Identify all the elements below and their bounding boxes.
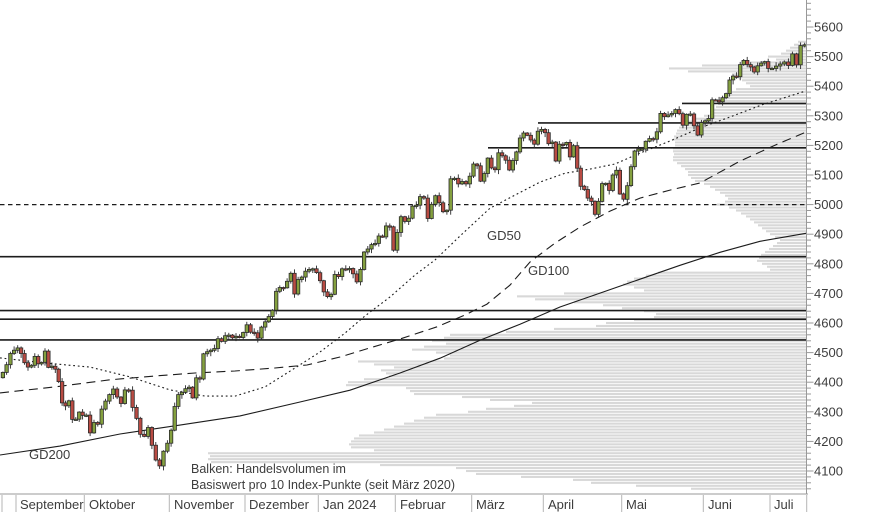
x-axis-label: Juni: [708, 497, 732, 512]
gd50-line-label: GD50: [487, 228, 521, 243]
y-axis-label: 4300: [814, 404, 843, 419]
volume-footnote: Balken: Handelsvolumen im Basiswert pro …: [191, 461, 455, 493]
ma-gd100-line: [0, 131, 807, 394]
x-axis-label: September: [20, 497, 84, 512]
gd200-line-label: GD200: [29, 447, 71, 462]
y-axis-label: 4500: [814, 345, 843, 360]
y-axis-label: 5600: [814, 20, 843, 35]
footnote-line-2: Basiswert pro 10 Index-Punkte (seit März…: [191, 478, 456, 492]
candles-layer: [0, 42, 807, 471]
y-axis-label: 5500: [814, 49, 843, 64]
x-axis-label: Jan 2024: [323, 497, 377, 512]
x-axis-label: April: [548, 497, 574, 512]
y-axis-label: 4100: [814, 464, 843, 479]
volume-profile-layer: [208, 40, 806, 490]
y-axis-label: 4800: [814, 256, 843, 271]
x-axis: September Oktober November Dezember Jan 2024…: [0, 493, 808, 512]
y-axis-label: 5400: [814, 79, 843, 94]
x-axis-label: Dezember: [249, 497, 310, 512]
y-axis-label: 4700: [814, 286, 843, 301]
ma-gd50-line: [0, 90, 807, 397]
y-axis-label: 4400: [814, 375, 843, 390]
y-axis: 5600 5500 5400 5300 5200 5100 5000 4900 4800 4700…: [806, 0, 843, 494]
x-axis-label: Februar: [400, 497, 446, 512]
x-axis-label: Oktober: [89, 497, 136, 512]
x-axis-label: November: [174, 497, 235, 512]
y-axis-label: 5200: [814, 138, 843, 153]
x-axis-label: Juli: [774, 497, 794, 512]
gd100-line-label: GD100: [528, 263, 570, 278]
x-axis-label: Mai: [626, 497, 647, 512]
y-axis-label: 4900: [814, 227, 843, 242]
y-axis-label: 5000: [814, 197, 843, 212]
footnote-line-1: Balken: Handelsvolumen im: [191, 462, 346, 476]
y-axis-label: 4600: [814, 316, 843, 331]
y-axis-label: 5100: [814, 168, 843, 183]
ma-gd200-line: [0, 232, 807, 456]
y-axis-label: 5300: [814, 108, 843, 123]
x-axis-label: März: [476, 497, 505, 512]
y-axis-label: 4200: [814, 434, 843, 449]
